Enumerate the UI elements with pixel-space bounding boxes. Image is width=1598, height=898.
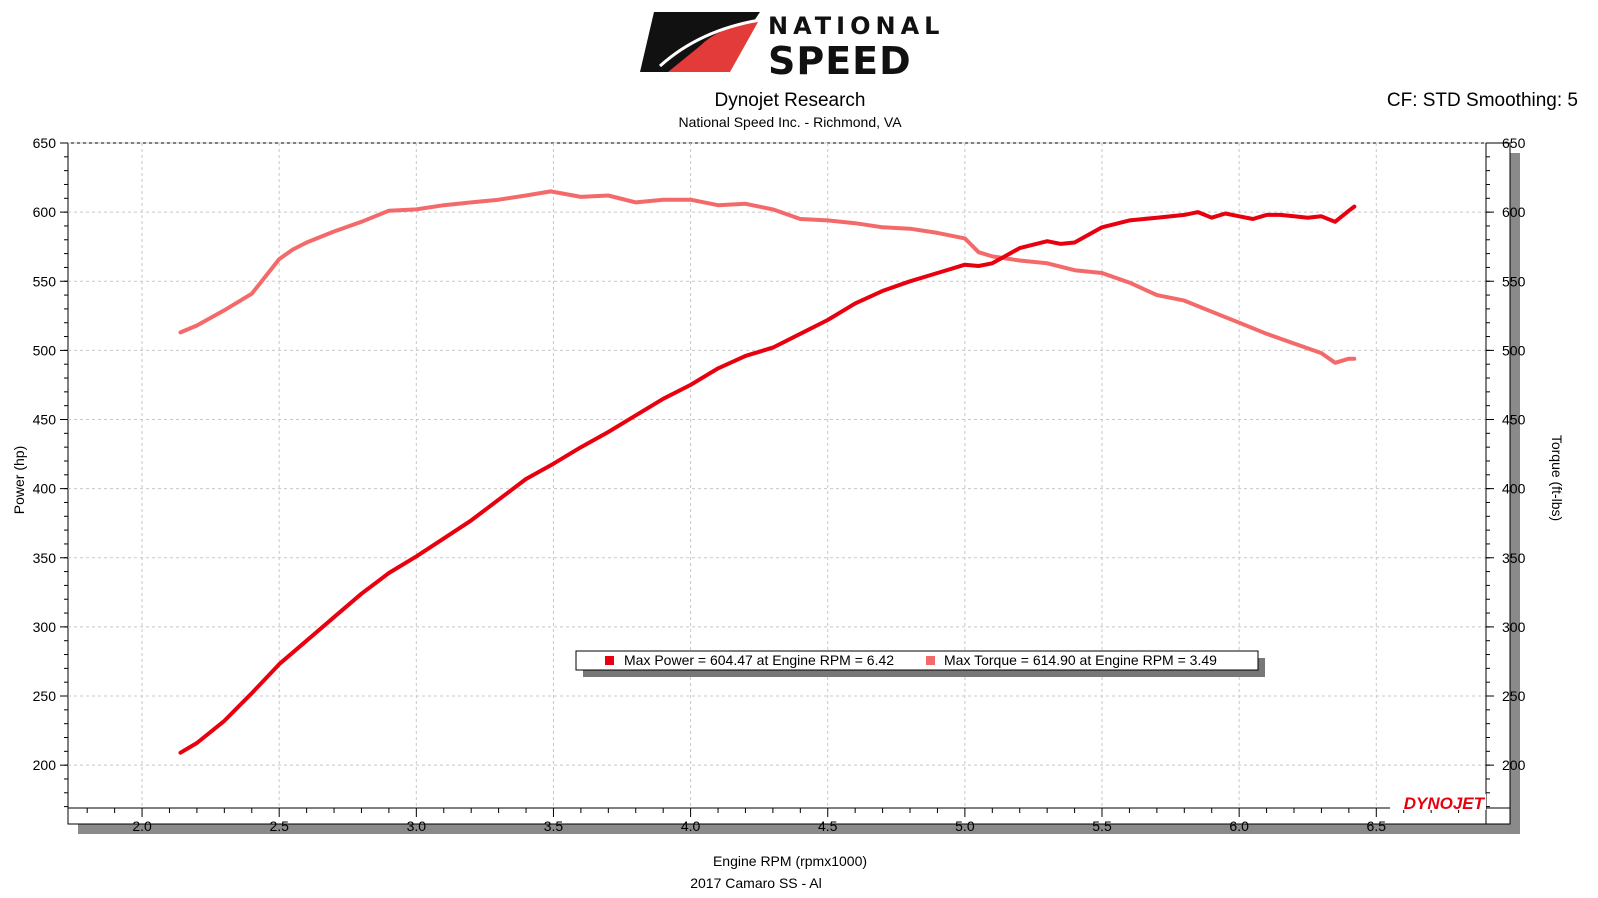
- y-tick-label-left: 250: [33, 688, 57, 704]
- y-axis-torque: 200 250 300 350 400 450 500 550 600 650: [1485, 135, 1526, 824]
- y-tick-label-right: 400: [1502, 481, 1526, 497]
- y-tick-label-left: 500: [33, 342, 57, 358]
- x-tick-label: 3.0: [407, 818, 427, 834]
- correction-label: CF: STD Smoothing: 5: [1387, 90, 1578, 111]
- torque-curve: [178, 189, 1357, 365]
- y-tick-label-right: 250: [1502, 688, 1526, 704]
- legend-swatch-power: [605, 656, 614, 665]
- y-tick-label-right: 450: [1502, 412, 1526, 428]
- y-tick-label-right: 500: [1502, 342, 1526, 358]
- legend-entry-power: Max Power = 604.47 at Engine RPM = 6.42: [624, 652, 894, 668]
- y-tick-label-right: 300: [1502, 619, 1526, 635]
- legend-swatch-torque: [926, 656, 935, 665]
- x-tick-label: 2.5: [269, 818, 289, 834]
- legend-entry-torque: Max Torque = 614.90 at Engine RPM = 3.49: [944, 652, 1217, 668]
- x-axis-title: Engine RPM (rpmx1000): [713, 853, 867, 869]
- logo-text-top: NATIONAL: [768, 12, 944, 40]
- x-tick-label: 4.0: [681, 818, 701, 834]
- dynojet-brand-text: DYNOJET: [1404, 794, 1486, 813]
- legend: Max Power = 604.47 at Engine RPM = 6.42 …: [575, 650, 1265, 677]
- y-tick-label-left: 650: [33, 135, 57, 151]
- legend-box: [575, 650, 1259, 671]
- y-tick-label-left: 300: [33, 619, 57, 635]
- series-layer: [178, 189, 1357, 755]
- x-tick-label: 5.0: [955, 818, 975, 834]
- grid-lines: [68, 142, 1486, 808]
- y-axis-power: 200 250 300 350 400 450 500 550 600 650: [33, 135, 68, 808]
- x-tick-label: 3.5: [544, 818, 564, 834]
- x-tick-label: 2.0: [132, 818, 152, 834]
- x-tick-label: 5.5: [1092, 818, 1112, 834]
- y-tick-label-left: 400: [33, 481, 57, 497]
- chart-subtitle: National Speed Inc. - Richmond, VA: [678, 114, 902, 130]
- x-axis: 2.0 2.5 3.0 3.5 4.0 4.5 5.0 5.5 6.0 6.5: [68, 807, 1510, 834]
- plot-area: [67, 142, 1511, 825]
- y-tick-label-left: 600: [33, 204, 57, 220]
- y-tick-label-right: 650: [1502, 135, 1526, 151]
- chart-title: Dynojet Research: [714, 90, 865, 111]
- power-curve: [178, 204, 1357, 755]
- y-tick-label-right: 600: [1502, 204, 1526, 220]
- y-tick-label-left: 200: [33, 757, 57, 773]
- run-label: 2017 Camaro SS - Al: [690, 875, 822, 891]
- y-tick-label-left: 450: [33, 412, 57, 428]
- national-speed-logo: NATIONAL SPEED: [640, 12, 944, 83]
- y-axis-title-left: Power (hp): [11, 446, 27, 514]
- y-tick-label-left: 550: [33, 273, 57, 289]
- dynojet-brand: DYNOJET: [1390, 794, 1486, 813]
- y-tick-label-right: 200: [1502, 757, 1526, 773]
- y-tick-label-right: 550: [1502, 273, 1526, 289]
- x-tick-label: 6.5: [1367, 818, 1387, 834]
- y-tick-label-left: 350: [33, 550, 57, 566]
- x-tick-label: 6.0: [1229, 818, 1249, 834]
- x-tick-label: 4.5: [818, 818, 838, 834]
- y-tick-label-right: 350: [1502, 550, 1526, 566]
- logo-text-bottom: SPEED: [768, 39, 912, 83]
- y-axis-title-right: Torque (ft-lbs): [1549, 435, 1565, 521]
